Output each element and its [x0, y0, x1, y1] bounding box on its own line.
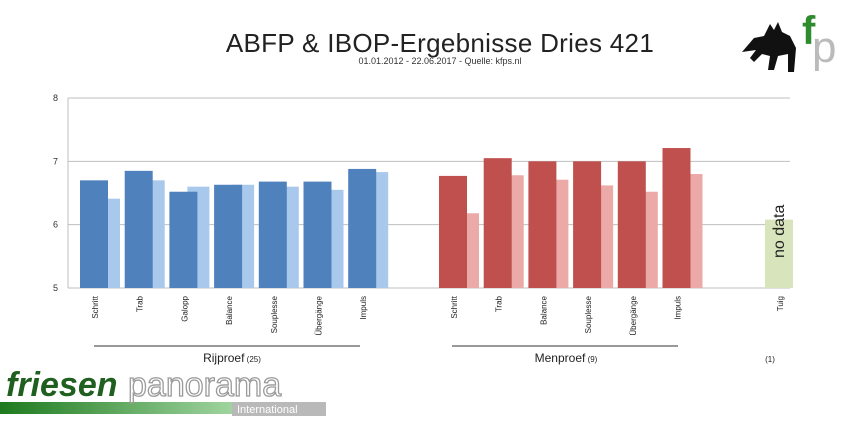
no-data-annotation: no data — [771, 205, 788, 258]
bar-dark — [483, 158, 512, 288]
bar-dark — [573, 161, 602, 288]
x-tick-label: Impuls — [359, 296, 368, 320]
x-tick-label: Schritt — [450, 295, 459, 318]
svg-text:International: International — [237, 404, 298, 416]
y-tick-label: 7 — [53, 156, 58, 166]
no-data-box — [765, 219, 793, 288]
bar-dark — [662, 148, 691, 288]
x-tick-label: Übergänge — [629, 295, 638, 335]
bar-dark — [169, 191, 198, 288]
svg-text:friesen: friesen — [6, 366, 118, 404]
group-count-tuig: (1) — [765, 355, 775, 364]
bar-dark — [617, 161, 646, 288]
y-tick-label: 5 — [53, 283, 58, 293]
x-tick-label: Souplesse — [270, 295, 279, 333]
x-tick-label: Schritt — [91, 295, 100, 318]
x-tick-label: Trab — [136, 295, 145, 312]
group-label-rijproef: Rijproef (25) — [203, 351, 261, 365]
logo-f-letter: f — [802, 9, 816, 53]
x-tick-label: Trab — [495, 295, 504, 312]
bar-dark — [348, 168, 377, 288]
bar-dark — [528, 161, 557, 288]
bar-dark — [303, 181, 332, 288]
chart-subtitle: 01.01.2012 - 22.06.2017 - Quelle: kfps.n… — [358, 56, 522, 66]
x-tick-label: Impuls — [674, 296, 683, 320]
bar-dark — [124, 170, 153, 288]
y-tick-label: 6 — [53, 220, 58, 230]
logo-p-letter: p — [812, 23, 836, 72]
bar-dark — [258, 181, 287, 288]
x-tick-label: Übergänge — [315, 295, 324, 335]
chart-title: ABFP & IBOP-Ergebnisse Dries 421 — [225, 28, 655, 58]
svg-text:panorama: panorama — [128, 366, 281, 404]
x-tick-label: Galopp — [180, 295, 189, 321]
x-tick-label: Tuig — [776, 296, 785, 311]
bar-dark — [80, 180, 108, 288]
friesenpanorama-logo-icon: friesen panorama International — [0, 365, 326, 416]
x-tick-label: Balance — [539, 295, 548, 324]
group-label-menproef: Menproef (9) — [535, 351, 598, 365]
bar-dark — [439, 175, 467, 288]
horse-logo-icon: f p — [742, 9, 836, 72]
x-tick-label: Balance — [225, 295, 234, 324]
bar-dark — [214, 184, 243, 288]
x-tick-label: Souplesse — [584, 295, 593, 333]
y-tick-label: 8 — [53, 93, 58, 103]
